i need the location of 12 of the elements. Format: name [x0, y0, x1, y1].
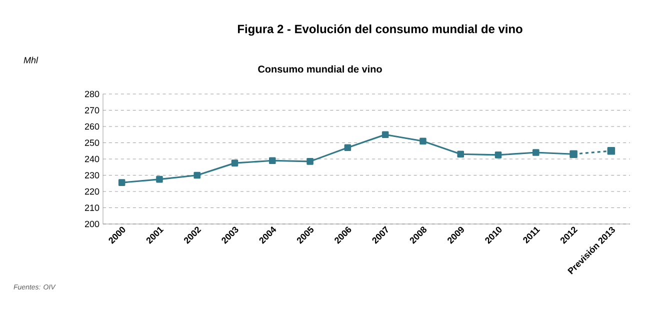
y-tick-label: 250 [84, 140, 100, 146]
y-tick-label: 280 [84, 90, 100, 98]
y-tick-label: 230 [84, 172, 100, 178]
y-tick-label: 260 [84, 123, 100, 130]
y-tick-label: 200 [84, 220, 100, 228]
y-tick-label: 240 [84, 156, 100, 162]
y-tick-label: 220 [84, 188, 100, 195]
chart-title: Figura 2 - Evolución del consumo mundial de vino [238, 24, 522, 36]
y-tick-label: 270 [84, 107, 100, 114]
y-tick-label: 210 [84, 204, 100, 211]
chart-subtitle: Consumo mundial de vino [258, 65, 382, 73]
text: Mhl [24, 56, 38, 64]
